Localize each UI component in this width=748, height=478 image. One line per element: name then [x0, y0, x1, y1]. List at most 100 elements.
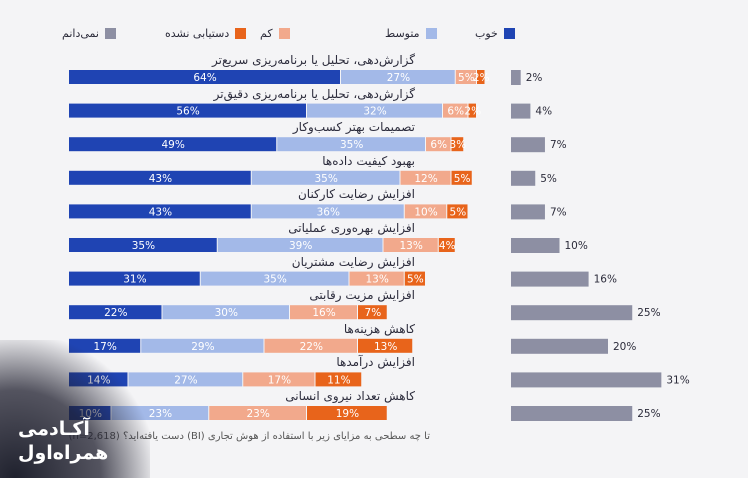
- bar-segment: [69, 204, 251, 219]
- dont-know-value-label: 7%: [550, 139, 567, 151]
- dont-know-bar: [511, 238, 560, 253]
- dont-know-value-label: 25%: [637, 408, 660, 420]
- bar-segment: [358, 305, 387, 320]
- legend-item: خوب: [475, 27, 515, 40]
- bar-segment: [69, 103, 306, 118]
- bar-segment: [69, 271, 200, 286]
- bar-value-label: 29%: [191, 341, 214, 353]
- bar-segment: [451, 137, 464, 152]
- bar-value-label: 27%: [387, 72, 410, 84]
- dont-know-value-label: 5%: [540, 173, 557, 185]
- dont-know-bar: [511, 170, 536, 186]
- bar-segment: [307, 103, 442, 118]
- legend-item: متوسط: [385, 27, 437, 40]
- legend-swatch: [104, 28, 116, 39]
- category-label: افزایش بهره‌وری عملیاتی: [288, 221, 415, 235]
- bar-value-label: 43%: [149, 206, 172, 218]
- legend-label: کم: [260, 27, 273, 40]
- bar-value-label: 30%: [215, 307, 238, 319]
- bar-segment: [315, 372, 362, 387]
- category-label: کاهش تعداد نیروی انسانی: [285, 389, 415, 403]
- legend-swatch: [503, 28, 515, 39]
- legend-label: متوسط: [385, 27, 420, 40]
- bar-value-label: 13%: [374, 341, 397, 353]
- bar-segment: [443, 103, 468, 118]
- bar-value-label: 6%: [447, 106, 464, 118]
- dont-know-value-label: 4%: [535, 106, 552, 118]
- logo-text-line1: آکـادمی: [18, 418, 90, 440]
- bar-segment: [455, 70, 476, 84]
- bar-value-label: 3%: [450, 139, 467, 151]
- bar-segment: [341, 70, 455, 84]
- dont-know-bar: [511, 103, 531, 119]
- category-label: گزارش‌دهی، تحلیل یا برنامه‌ریزی سریع‌تر: [211, 53, 415, 67]
- bar-segment: [404, 204, 447, 219]
- academy-logo-backdrop: [0, 340, 150, 478]
- bar-value-label: 13%: [399, 240, 422, 252]
- dont-know-bar: [511, 338, 608, 354]
- bar-value-label: 6%: [430, 139, 447, 151]
- bar-value-label: 5%: [407, 274, 424, 286]
- category-label: کاهش هزینه‌ها: [343, 321, 415, 336]
- bar-segment: [251, 204, 404, 219]
- bar-value-label: 17%: [268, 374, 291, 386]
- bar-segment: [447, 204, 468, 219]
- chart-legend: نمی‌دانم دستیابی نشده کم متوسط خوب: [0, 27, 748, 47]
- legend-label: نمی‌دانم: [62, 27, 99, 40]
- bar-segment: [290, 305, 357, 320]
- bar-value-label: 2%: [473, 72, 490, 84]
- legend-label: خوب: [475, 27, 498, 40]
- bar-segment: [468, 103, 476, 118]
- bar-segment: [141, 338, 264, 353]
- bar-value-label: 36%: [317, 206, 340, 218]
- bar-value-label: 5%: [450, 206, 467, 218]
- bar-segment: [264, 338, 357, 353]
- bar-segment: [400, 170, 451, 185]
- dont-know-value-label: 25%: [637, 307, 660, 319]
- bar-segment: [128, 372, 243, 387]
- bar-segment: [69, 305, 162, 320]
- bar-value-label: 49%: [161, 139, 184, 151]
- legend-item: دستیابی نشده: [165, 27, 247, 40]
- dont-know-value-label: 20%: [613, 341, 636, 353]
- bar-value-label: 11%: [327, 374, 350, 386]
- bar-segment: [69, 137, 277, 152]
- legend-item: کم: [260, 27, 290, 40]
- bar-segment: [477, 70, 485, 84]
- bar-segment: [69, 170, 251, 185]
- bar-segment: [209, 406, 306, 420]
- bar-segment: [277, 137, 425, 152]
- bar-value-label: 5%: [458, 72, 475, 84]
- bar-value-label: 7%: [365, 307, 382, 319]
- bar-segment: [349, 271, 404, 286]
- bar-value-label: 31%: [123, 274, 146, 286]
- dont-know-bar: [511, 305, 633, 321]
- legend-swatch: [425, 28, 437, 39]
- bar-value-label: 32%: [363, 106, 386, 118]
- bar-segment: [69, 70, 340, 84]
- dont-know-value-label: 7%: [550, 206, 567, 218]
- bar-segment: [404, 271, 425, 286]
- bar-value-label: 64%: [193, 72, 216, 84]
- legend-item: نمی‌دانم: [62, 27, 116, 40]
- dont-know-value-label: 16%: [594, 274, 617, 286]
- category-label: افزایش درآمدها: [336, 355, 415, 370]
- chart-footnote: تا چه سطحی به مزایای زیر با استفاده از ه…: [69, 431, 430, 442]
- bar-segment: [383, 238, 438, 252]
- dont-know-bar: [511, 271, 589, 287]
- bar-segment: [438, 238, 455, 252]
- bar-value-label: 35%: [263, 274, 286, 286]
- dont-know-bar: [511, 70, 521, 85]
- category-label: گزارش‌دهی، تحلیل یا برنامه‌ریزی دقیق‌تر: [213, 86, 415, 101]
- bar-segment: [251, 170, 400, 185]
- dont-know-value-label: 31%: [666, 374, 689, 386]
- category-label: افزایش مزیت رقابتی: [309, 288, 415, 303]
- dont-know-bar: [511, 372, 662, 388]
- bar-value-label: 10%: [414, 206, 437, 218]
- category-label: تصمیمات بهتر کسب‌وکار: [292, 120, 415, 135]
- bar-segment: [217, 238, 383, 252]
- bar-value-label: 5%: [454, 173, 471, 185]
- category-label: افزایش رضایت کارکنان: [297, 187, 415, 202]
- bar-value-label: 43%: [149, 173, 172, 185]
